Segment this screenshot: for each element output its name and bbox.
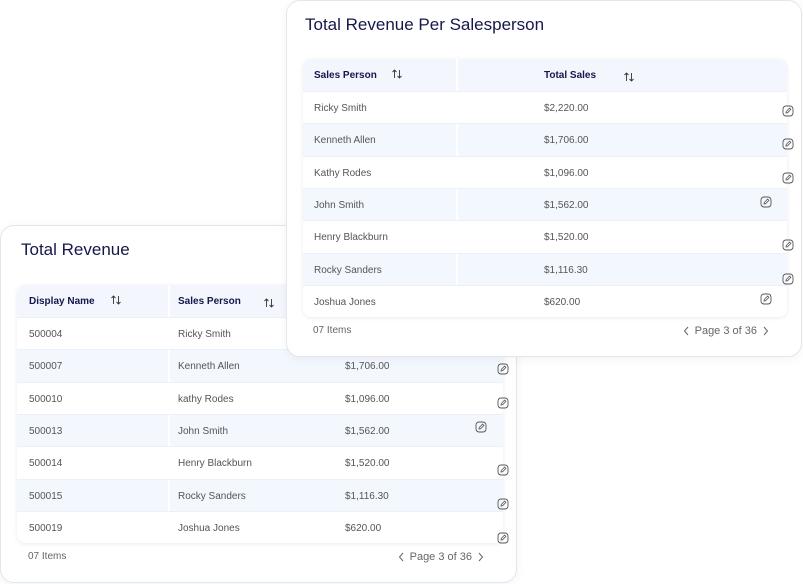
table-row: John Smith $1,562.00 bbox=[303, 187, 787, 221]
table-cell: 500014 bbox=[29, 458, 63, 470]
table-row: 500019 Joshua Jones $620.00 bbox=[17, 510, 503, 543]
edit-icon[interactable] bbox=[782, 273, 794, 285]
column-separator bbox=[168, 350, 170, 383]
table-row: 500013 John Smith $1,562.00 bbox=[17, 413, 503, 447]
table-cell: $1,562.00 bbox=[345, 425, 390, 437]
table-cell: $620.00 bbox=[345, 522, 382, 534]
sort-icon[interactable] bbox=[263, 297, 275, 309]
table-cell: $1,562.00 bbox=[544, 199, 589, 211]
table-header bbox=[303, 59, 787, 91]
next-button[interactable] bbox=[759, 325, 771, 337]
column-header[interactable]: Sales Person bbox=[178, 296, 241, 307]
table-row: Joshua Jones $620.00 bbox=[303, 284, 787, 317]
table-row: Ricky Smith $2,220.00 bbox=[303, 91, 787, 124]
table-cell: $1,520.00 bbox=[544, 232, 589, 244]
table-row: 500015 Rocky Sanders $1,116.30 bbox=[17, 478, 503, 512]
column-header[interactable]: Display Name bbox=[29, 296, 95, 307]
table-cell: $2,220.00 bbox=[544, 103, 589, 114]
edit-icon[interactable] bbox=[497, 532, 509, 544]
pagination: Page 3 of 36 bbox=[396, 551, 486, 563]
column-header[interactable]: Total Sales bbox=[544, 70, 597, 81]
edit-icon[interactable] bbox=[497, 397, 509, 409]
table-cell: Joshua Jones bbox=[178, 522, 240, 534]
table: Sales Person Total Sales Ricky Smith $2,220… bbox=[303, 59, 787, 318]
table-row: Henry Blackburn $1,520.00 bbox=[303, 220, 787, 253]
items-count: 07 Items bbox=[28, 551, 67, 562]
column-header[interactable]: Sales Person bbox=[314, 70, 377, 81]
edit-icon[interactable] bbox=[782, 105, 794, 117]
table-cell: 500013 bbox=[29, 425, 63, 437]
table-cell: Henry Blackburn bbox=[314, 232, 388, 244]
column-separator bbox=[168, 479, 170, 512]
table-cell: Rocky Sanders bbox=[178, 490, 246, 502]
table-cell: Kenneth Allen bbox=[314, 135, 376, 147]
table-cell: Kenneth Allen bbox=[178, 361, 240, 373]
edit-icon[interactable] bbox=[475, 421, 487, 433]
table-cell: Henry Blackburn bbox=[178, 458, 252, 470]
column-separator bbox=[168, 285, 170, 317]
table-cell: kathy Rodes bbox=[178, 393, 234, 405]
card-title: Total Revenue bbox=[21, 240, 130, 259]
table-cell: $620.00 bbox=[544, 296, 581, 308]
edit-icon[interactable] bbox=[782, 239, 794, 251]
table-cell: Kathy Rodes bbox=[314, 167, 372, 179]
column-separator bbox=[168, 414, 170, 447]
table-cell: 500015 bbox=[29, 490, 63, 502]
table-cell: Joshua Jones bbox=[314, 296, 376, 308]
edit-icon[interactable] bbox=[760, 196, 772, 208]
table-cell: 500007 bbox=[29, 361, 63, 373]
edit-icon[interactable] bbox=[760, 293, 772, 305]
page-indicator: Page 3 of 36 bbox=[409, 551, 472, 563]
table-cell: John Smith bbox=[178, 425, 229, 437]
table-cell: $1,706.00 bbox=[544, 135, 589, 147]
table-cell: 500010 bbox=[29, 393, 63, 405]
table-cell: $1,096.00 bbox=[544, 167, 589, 179]
sort-icon[interactable] bbox=[110, 294, 122, 306]
table-cell: $1,520.00 bbox=[345, 458, 390, 470]
table-cell: 500019 bbox=[29, 522, 63, 534]
table-cell: $1,706.00 bbox=[345, 361, 390, 373]
prev-button[interactable] bbox=[396, 551, 408, 563]
card: Total Revenue Per Salesperson Sales Perso… bbox=[286, 0, 802, 357]
table-row: 500010 kathy Rodes $1,096.00 bbox=[17, 381, 503, 415]
table-row: Kenneth Allen $1,706.00 bbox=[303, 123, 787, 157]
column-separator bbox=[456, 188, 458, 221]
table-cell: $1,116.30 bbox=[345, 490, 389, 502]
edit-icon[interactable] bbox=[782, 172, 794, 184]
column-separator bbox=[456, 124, 458, 157]
pagination: Page 3 of 36 bbox=[681, 325, 771, 337]
table-row: Rocky Sanders $1,116.30 bbox=[303, 252, 787, 286]
table-cell: $1,096.00 bbox=[345, 393, 390, 405]
sort-icon[interactable] bbox=[391, 68, 403, 80]
column-separator bbox=[456, 253, 458, 286]
edit-icon[interactable] bbox=[782, 138, 794, 150]
column-separator bbox=[456, 59, 458, 91]
table-cell: $1,116.30 bbox=[544, 264, 588, 276]
table-cell: 500004 bbox=[29, 329, 63, 340]
table-row: 500014 Henry Blackburn $1,520.00 bbox=[17, 446, 503, 479]
page-indicator: Page 3 of 36 bbox=[694, 325, 757, 337]
prev-button[interactable] bbox=[681, 325, 693, 337]
edit-icon[interactable] bbox=[497, 464, 509, 476]
sort-icon[interactable] bbox=[623, 71, 635, 83]
edit-icon[interactable] bbox=[497, 363, 509, 375]
table-cell: Ricky Smith bbox=[178, 329, 231, 340]
table-row: 500004 Ricky Smith bbox=[17, 317, 503, 350]
next-button[interactable] bbox=[474, 551, 486, 563]
items-count: 07 Items bbox=[313, 325, 352, 336]
table-cell: John Smith bbox=[314, 199, 365, 211]
table-cell: Ricky Smith bbox=[314, 103, 367, 114]
card-title: Total Revenue Per Salesperson bbox=[305, 15, 545, 34]
table-cell: Rocky Sanders bbox=[314, 264, 382, 276]
table-row: Kathy Rodes $1,096.00 bbox=[303, 155, 787, 189]
edit-icon[interactable] bbox=[497, 498, 509, 510]
